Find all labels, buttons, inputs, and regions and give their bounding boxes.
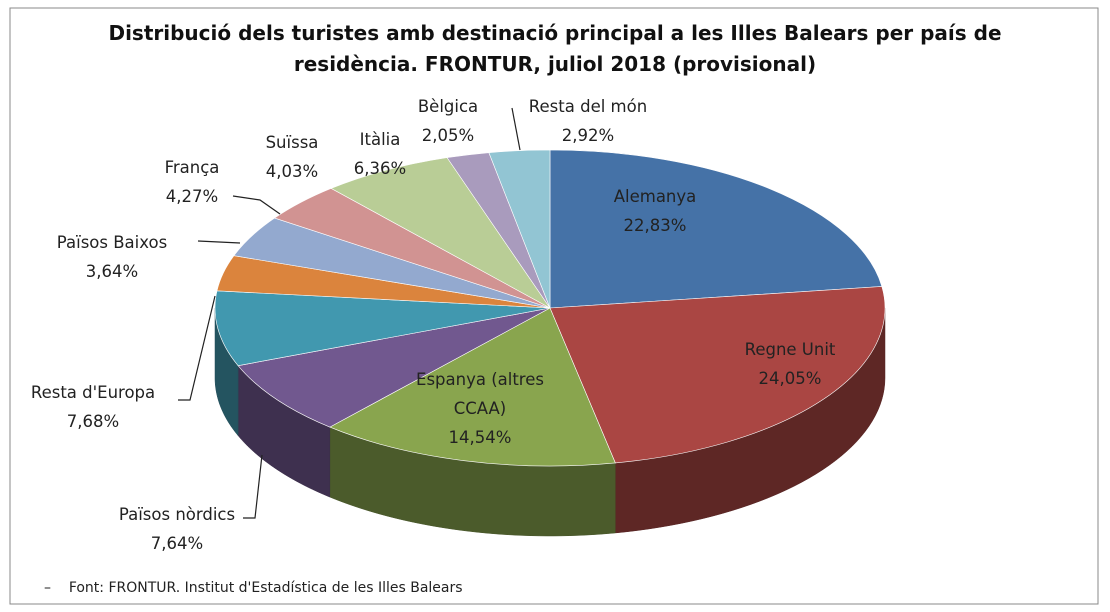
slice-label: Resta del món 2,92%: [529, 92, 647, 150]
slice: [214, 290, 551, 366]
slice-label: Alemanya 22,83%: [614, 182, 697, 240]
leader-line: [232, 195, 281, 215]
value-label: 22,83%: [623, 216, 687, 235]
category-label: Alemanya: [613, 187, 697, 206]
category-label: Suïssa: [265, 133, 319, 152]
leader-line: [178, 295, 216, 401]
source-text: Font: FRONTUR. Institut d'Estadística de…: [68, 580, 463, 596]
slice: [329, 307, 616, 467]
value-label: 7,68%: [66, 412, 120, 431]
slice: [237, 307, 551, 428]
slice-label: Espanya (altres CCAA) 14,54%: [395, 365, 565, 452]
slice-label: Resta d'Europa 7,68%: [31, 378, 155, 436]
value-label: 6,36%: [353, 159, 407, 178]
source-note: – Font: FRONTUR. Institut d'Estadística …: [44, 580, 463, 596]
value-label: 2,05%: [421, 126, 475, 145]
category-label: Resta d'Europa: [30, 383, 156, 402]
value-label: 4,03%: [265, 162, 319, 181]
category-label: Països nòrdics: [118, 505, 236, 524]
category-label: Bèlgica: [417, 97, 479, 116]
value-label: 3,64%: [85, 262, 139, 281]
value-label: 2,92%: [561, 126, 615, 145]
slice-label: França 4,27%: [165, 153, 220, 211]
leader-line: [243, 454, 263, 519]
category-label: Regne Unit: [744, 340, 836, 359]
category-label: Resta del món: [528, 97, 648, 116]
category-label: França: [164, 158, 220, 177]
category-label: Itàlia: [359, 130, 401, 149]
slice: [488, 149, 551, 309]
slice-label: Països Baixos 3,64%: [57, 228, 167, 286]
value-label: 4,27%: [165, 187, 219, 206]
slice: [549, 149, 883, 309]
category-label: Països Baixos: [56, 233, 168, 252]
slice: [330, 157, 551, 309]
category-label: Espanya (altres CCAA): [416, 370, 544, 418]
value-label: 14,54%: [448, 428, 512, 447]
value-label: 7,64%: [150, 534, 204, 553]
slice-label: Itàlia 6,36%: [354, 125, 406, 183]
value-label: 24,05%: [758, 369, 822, 388]
leader-line: [197, 240, 241, 244]
leader-line: [511, 107, 521, 151]
slice-label: Països nòrdics 7,64%: [119, 500, 235, 558]
slice-label: Suïssa 4,03%: [266, 128, 319, 186]
slice: [549, 286, 886, 464]
slice-label: Regne Unit 24,05%: [745, 335, 836, 393]
chart-title: Distribució dels turistes amb destinació…: [108, 21, 1002, 76]
slice-label: Bèlgica 2,05%: [418, 92, 478, 150]
